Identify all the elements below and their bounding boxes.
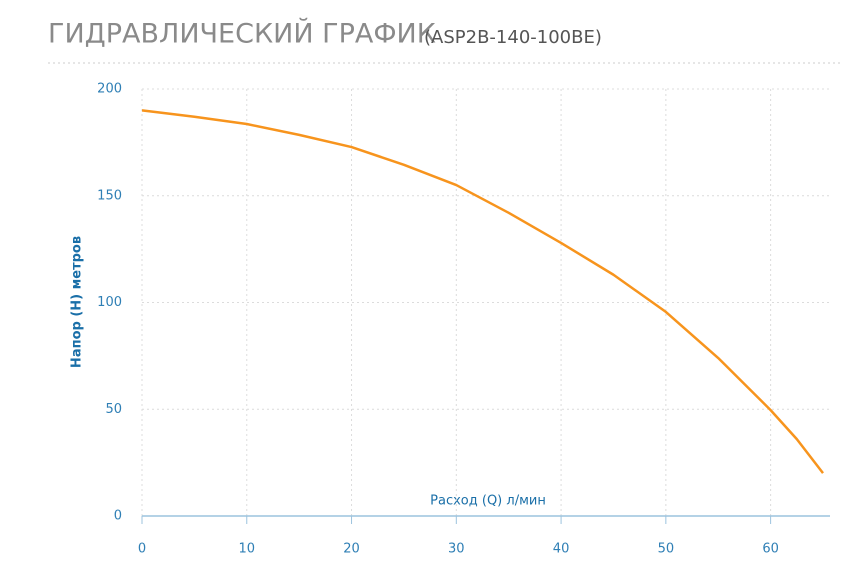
x-tick-label: 40: [553, 542, 570, 557]
x-tick-label: 0: [138, 542, 146, 557]
y-tick-label: 100: [97, 295, 122, 310]
y-tick-label: 150: [97, 188, 122, 203]
x-tick-label: 50: [658, 542, 675, 557]
y-tick-label: 200: [97, 82, 122, 97]
x-axis-label: Расход (Q) л/мин: [430, 494, 546, 509]
x-tick-label: 30: [448, 542, 465, 557]
chart-subtitle: (ASP2B-140-100BE): [424, 27, 602, 48]
x-tick-label: 10: [238, 542, 255, 557]
y-axis-label: Напор (Н) метров: [70, 236, 85, 368]
x-tick-label: 20: [343, 542, 360, 557]
y-tick-label: 50: [105, 402, 122, 417]
chart-title: ГИДРАВЛИЧЕСКИЙ ГРАФИК: [48, 18, 436, 50]
x-tick-label: 60: [762, 542, 779, 557]
y-tick-label: 0: [114, 509, 122, 524]
series-line: [141, 109, 824, 474]
